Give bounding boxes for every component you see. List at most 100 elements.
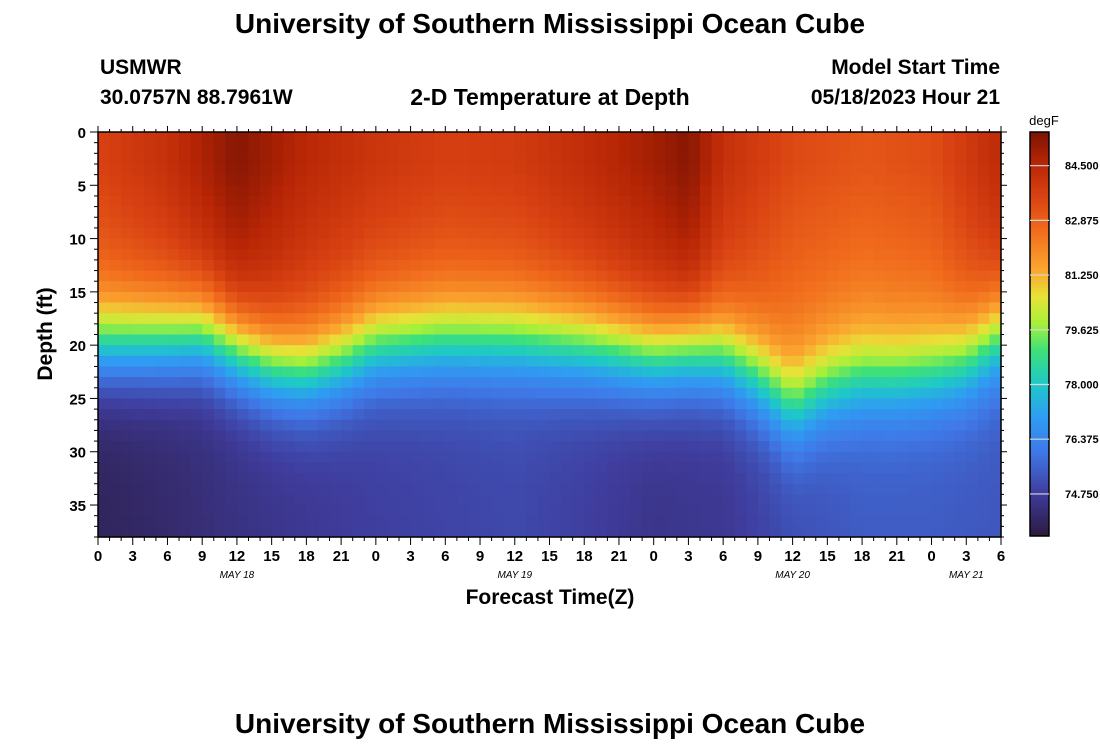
heatmap-cell: [954, 174, 967, 186]
heatmap-cell: [132, 174, 145, 186]
heatmap-cell: [734, 291, 747, 304]
heatmap-cell: [700, 462, 713, 474]
heatmap-cell: [595, 249, 608, 261]
colorbar-tick-label: 81.250: [1065, 270, 1099, 282]
heatmap-cell: [919, 206, 933, 218]
heatmap-cell: [132, 441, 145, 453]
heatmap-cell: [294, 483, 307, 495]
heatmap-cell: [653, 249, 666, 261]
heatmap-cell: [132, 409, 145, 421]
heatmap-cell: [98, 483, 111, 495]
heatmap-cell: [433, 238, 446, 250]
heatmap-cell: [225, 377, 238, 389]
heatmap-cell: [225, 345, 238, 357]
heatmap-cell: [676, 409, 690, 421]
heatmap-cell: [815, 441, 828, 453]
heatmap-cell: [827, 515, 840, 527]
heatmap-cell: [966, 334, 979, 346]
heatmap-cell: [213, 366, 226, 378]
heatmap-cell: [584, 249, 597, 261]
heatmap-cell: [364, 281, 377, 293]
heatmap-cell: [132, 473, 145, 485]
heatmap-cell: [572, 366, 585, 378]
heatmap-cell: [352, 195, 365, 208]
heatmap-cell: [653, 430, 666, 442]
heatmap-cell: [341, 153, 354, 165]
heatmap-cell: [456, 281, 470, 293]
heatmap-cell: [317, 334, 331, 346]
heatmap-cell: [155, 366, 169, 378]
heatmap-cell: [121, 132, 134, 144]
heatmap-cell: [862, 473, 875, 485]
heatmap-cell: [225, 259, 238, 272]
heatmap-cell: [190, 206, 203, 218]
heatmap-cell: [503, 345, 516, 357]
heatmap-cell: [456, 195, 470, 208]
heatmap-cell: [549, 398, 562, 410]
heatmap-cell: [746, 132, 759, 144]
heatmap-cell: [734, 334, 747, 346]
heatmap-cell: [607, 387, 620, 400]
heatmap-cell: [329, 132, 342, 144]
heatmap-cell: [781, 153, 794, 165]
station-coordinates: 30.0757N 88.7961W: [100, 86, 293, 109]
heatmap-cell: [399, 217, 412, 229]
heatmap-cell: [109, 387, 122, 400]
heatmap-cell: [618, 515, 632, 527]
heatmap-cell: [815, 430, 828, 442]
heatmap-cell: [514, 398, 527, 410]
heatmap-cell: [850, 473, 863, 485]
heatmap-cell: [503, 494, 516, 506]
heatmap-cell: [144, 132, 157, 144]
heatmap-cell: [630, 505, 643, 517]
heatmap-cell: [977, 185, 991, 197]
heatmap-cell: [433, 409, 446, 421]
heatmap-cell: [491, 249, 504, 261]
heatmap-cell: [572, 409, 585, 421]
heatmap-cell: [804, 291, 817, 304]
heatmap-cell: [734, 259, 747, 272]
heatmap-cell: [549, 473, 562, 485]
heatmap-cell: [341, 238, 354, 250]
heatmap-cell: [931, 174, 944, 186]
heatmap-cell: [410, 132, 423, 144]
heatmap-cell: [977, 206, 991, 218]
heatmap-cell: [862, 281, 875, 293]
heatmap-cell: [781, 387, 794, 400]
heatmap-cell: [549, 505, 562, 517]
heatmap-cell: [202, 323, 215, 336]
heatmap-cell: [572, 217, 585, 229]
heatmap-cell: [364, 462, 377, 474]
heatmap-cell: [931, 526, 944, 538]
heatmap-cell: [873, 355, 886, 368]
heatmap-cell: [167, 217, 180, 229]
heatmap-cell: [931, 291, 944, 304]
heatmap-cell: [514, 291, 527, 304]
heatmap-cell: [931, 377, 944, 389]
heatmap-cell: [653, 270, 666, 282]
heatmap-cell: [561, 313, 574, 325]
heatmap-cell: [919, 238, 933, 250]
heatmap-cell: [607, 430, 620, 442]
heatmap-cell: [584, 451, 597, 463]
heatmap-cell: [642, 206, 655, 218]
heatmap-cell: [607, 238, 620, 250]
heatmap-cell: [896, 526, 909, 538]
heatmap-cell: [653, 483, 666, 495]
heatmap-cell: [144, 217, 157, 229]
heatmap-cell: [595, 291, 608, 304]
heatmap-cell: [977, 515, 991, 527]
heatmap-cell: [607, 377, 620, 389]
heatmap-cell: [271, 366, 284, 378]
heatmap-cell: [144, 494, 157, 506]
heatmap-cell: [283, 526, 296, 538]
heatmap-cell: [468, 132, 481, 144]
heatmap-cell: [248, 430, 261, 442]
heatmap-cell: [271, 132, 284, 144]
heatmap-cell: [595, 206, 608, 218]
heatmap-cell: [700, 345, 713, 357]
heatmap-cell: [526, 217, 539, 229]
heatmap-cell: [734, 526, 747, 538]
heatmap-cell: [954, 195, 967, 208]
heatmap-cell: [364, 238, 377, 250]
